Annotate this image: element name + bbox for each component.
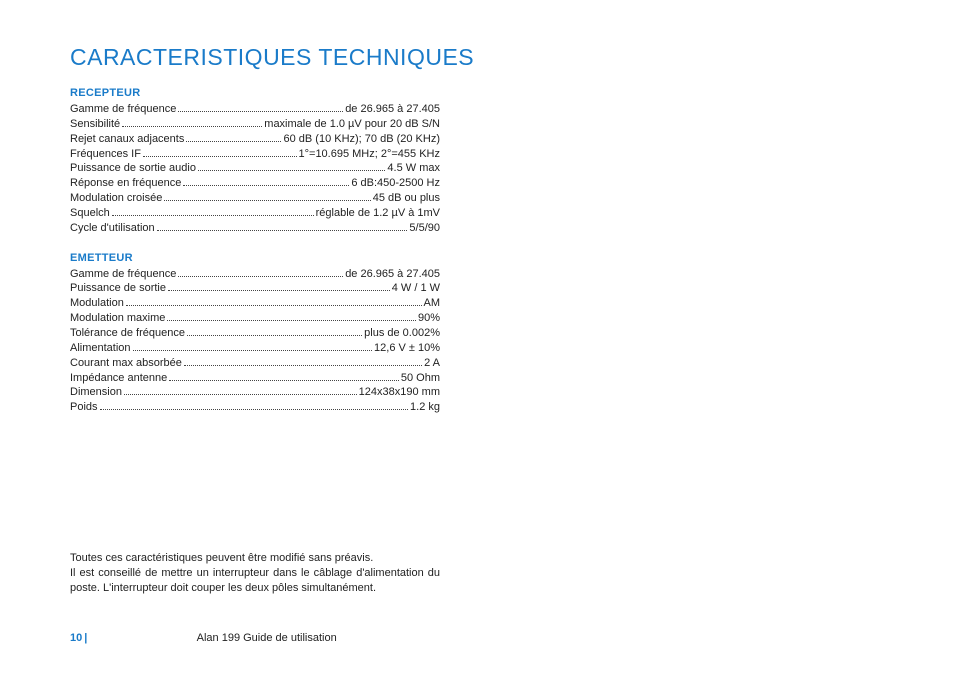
spec-row: Puissance de sortie audio 4.5 W max bbox=[70, 161, 440, 176]
spec-label: Gamme de fréquence bbox=[70, 102, 176, 117]
page-separator: | bbox=[84, 632, 87, 644]
spec-value: de 26.965 à 27.405 bbox=[345, 267, 440, 282]
footnote-line: Il est conseillé de mettre un interrupte… bbox=[70, 566, 440, 596]
spec-value: 1°=10.695 MHz; 2°=455 KHz bbox=[299, 147, 441, 162]
dot-leader bbox=[143, 148, 297, 157]
spec-value: maximale de 1.0 µV pour 20 dB S/N bbox=[264, 117, 440, 132]
spec-label: Puissance de sortie audio bbox=[70, 161, 196, 176]
spec-value: AM bbox=[424, 296, 441, 311]
dot-leader bbox=[157, 222, 408, 231]
spec-row: Poids 1.2 kg bbox=[70, 400, 440, 415]
dot-leader bbox=[126, 297, 422, 306]
spec-row: Sensibilité maximale de 1.0 µV pour 20 dB… bbox=[70, 117, 440, 132]
spec-value: 50 Ohm bbox=[401, 371, 440, 386]
spec-row: Réponse en fréquence 6 dB:450-2500 Hz bbox=[70, 176, 440, 191]
spec-value: de 26.965 à 27.405 bbox=[345, 102, 440, 117]
spec-value: 6 dB:450-2500 Hz bbox=[351, 176, 440, 191]
dot-leader bbox=[178, 268, 343, 277]
spec-label: Réponse en fréquence bbox=[70, 176, 181, 191]
spec-label: Modulation maxime bbox=[70, 311, 165, 326]
spec-value: 12,6 V ± 10% bbox=[374, 341, 440, 356]
section-heading: EMETTEUR bbox=[70, 252, 440, 264]
spec-value: 5/5/90 bbox=[409, 221, 440, 236]
spec-value: réglable de 1.2 µV à 1mV bbox=[316, 206, 440, 221]
dot-leader bbox=[168, 283, 390, 292]
dot-leader bbox=[100, 401, 409, 410]
spec-row: Squelch réglable de 1.2 µV à 1mV bbox=[70, 206, 440, 221]
spec-row: Fréquences IF 1°=10.695 MHz; 2°=455 KHz bbox=[70, 147, 440, 162]
spec-content: RECEPTEUR Gamme de fréquence de 26.965 à 2… bbox=[70, 87, 440, 415]
dot-leader bbox=[198, 163, 385, 172]
footnote-line: Toutes ces caractéristiques peuvent être… bbox=[70, 551, 440, 566]
spec-value: 90% bbox=[418, 311, 440, 326]
spec-label: Tolérance de fréquence bbox=[70, 326, 185, 341]
spec-row: Cycle d'utilisation 5/5/90 bbox=[70, 221, 440, 236]
dot-leader bbox=[178, 103, 343, 112]
dot-leader bbox=[133, 342, 372, 351]
spec-label: Modulation bbox=[70, 296, 124, 311]
spec-row: Tolérance de fréquence plus de 0.002% bbox=[70, 326, 440, 341]
spec-label: Puissance de sortie bbox=[70, 281, 166, 296]
spec-value: 45 dB ou plus bbox=[373, 191, 440, 206]
dot-leader bbox=[164, 192, 370, 201]
footer-title: Alan 199 Guide de utilisation bbox=[93, 632, 440, 644]
spec-value: 60 dB (10 KHz); 70 dB (20 KHz) bbox=[283, 132, 440, 147]
spec-label: Sensibilité bbox=[70, 117, 120, 132]
spec-row: Modulation AM bbox=[70, 296, 440, 311]
dot-leader bbox=[124, 387, 357, 396]
spec-value: 4 W / 1 W bbox=[392, 281, 440, 296]
footnote-block: Toutes ces caractéristiques peuvent être… bbox=[70, 551, 440, 596]
dot-leader bbox=[186, 133, 281, 142]
page-title: CARACTERISTIQUES TECHNIQUES bbox=[70, 44, 884, 71]
spec-label: Fréquences IF bbox=[70, 147, 141, 162]
spec-label: Dimension bbox=[70, 385, 122, 400]
dot-leader bbox=[187, 327, 362, 336]
spec-label: Poids bbox=[70, 400, 98, 415]
footer: 10 | Alan 199 Guide de utilisation bbox=[70, 632, 440, 644]
spec-value: 124x38x190 mm bbox=[359, 385, 440, 400]
dot-leader bbox=[122, 118, 262, 127]
spec-label: Squelch bbox=[70, 206, 110, 221]
spec-row: Impédance antenne 50 Ohm bbox=[70, 371, 440, 386]
spec-label: Cycle d'utilisation bbox=[70, 221, 155, 236]
spec-row: Modulation croisée 45 dB ou plus bbox=[70, 191, 440, 206]
spec-row: Alimentation 12,6 V ± 10% bbox=[70, 341, 440, 356]
dot-leader bbox=[167, 312, 416, 321]
spec-label: Alimentation bbox=[70, 341, 131, 356]
spec-row: Gamme de fréquence de 26.965 à 27.405 bbox=[70, 267, 440, 282]
spec-label: Gamme de fréquence bbox=[70, 267, 176, 282]
page-number: 10 bbox=[70, 632, 82, 644]
spec-value: 1.2 kg bbox=[410, 400, 440, 415]
dot-leader bbox=[184, 357, 422, 366]
spec-value: plus de 0.002% bbox=[364, 326, 440, 341]
spec-row: Modulation maxime 90% bbox=[70, 311, 440, 326]
spec-label: Courant max absorbée bbox=[70, 356, 182, 371]
spec-row: Rejet canaux adjacents 60 dB (10 KHz); 70… bbox=[70, 132, 440, 147]
dot-leader bbox=[169, 372, 399, 381]
spec-label: Modulation croisée bbox=[70, 191, 162, 206]
spec-label: Impédance antenne bbox=[70, 371, 167, 386]
spec-row: Dimension 124x38x190 mm bbox=[70, 385, 440, 400]
spec-row: Gamme de fréquence de 26.965 à 27.405 bbox=[70, 102, 440, 117]
dot-leader bbox=[183, 177, 349, 186]
spec-value: 2 A bbox=[424, 356, 440, 371]
spec-value: 4.5 W max bbox=[387, 161, 440, 176]
section-heading: RECEPTEUR bbox=[70, 87, 440, 99]
spec-label: Rejet canaux adjacents bbox=[70, 132, 184, 147]
spec-row: Puissance de sortie 4 W / 1 W bbox=[70, 281, 440, 296]
spec-row: Courant max absorbée 2 A bbox=[70, 356, 440, 371]
dot-leader bbox=[112, 207, 314, 216]
